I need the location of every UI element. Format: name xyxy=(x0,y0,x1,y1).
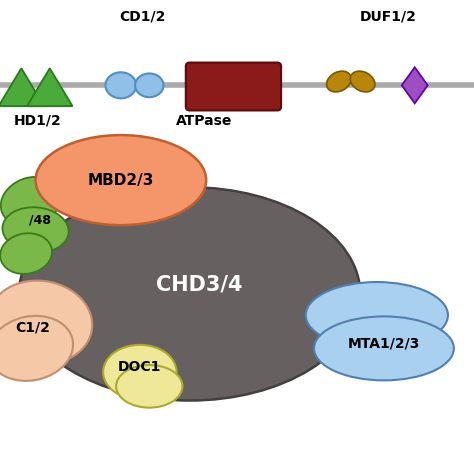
Ellipse shape xyxy=(116,365,182,408)
Ellipse shape xyxy=(306,282,448,348)
Text: CHD3/4: CHD3/4 xyxy=(156,274,242,294)
Ellipse shape xyxy=(0,233,52,274)
Ellipse shape xyxy=(0,316,73,381)
Ellipse shape xyxy=(314,317,454,380)
Polygon shape xyxy=(402,67,428,103)
Ellipse shape xyxy=(36,135,206,225)
Ellipse shape xyxy=(0,281,92,364)
Ellipse shape xyxy=(105,73,137,99)
Ellipse shape xyxy=(1,177,61,226)
Text: /48: /48 xyxy=(29,214,51,227)
Text: DUF1/2: DUF1/2 xyxy=(360,9,417,24)
Polygon shape xyxy=(0,68,44,106)
Polygon shape xyxy=(27,68,73,106)
Text: MTA1/2/3: MTA1/2/3 xyxy=(348,337,420,351)
Text: ATPase: ATPase xyxy=(176,114,232,128)
Ellipse shape xyxy=(2,207,69,253)
FancyBboxPatch shape xyxy=(186,63,281,110)
Ellipse shape xyxy=(19,187,360,401)
Text: C1/2: C1/2 xyxy=(16,320,51,334)
Ellipse shape xyxy=(327,71,351,92)
Text: DOC1: DOC1 xyxy=(118,360,162,374)
Ellipse shape xyxy=(350,71,375,92)
Text: MBD2/3: MBD2/3 xyxy=(88,173,154,188)
Ellipse shape xyxy=(135,73,164,97)
Text: CD1/2: CD1/2 xyxy=(119,9,165,24)
Text: HD1/2: HD1/2 xyxy=(14,114,62,128)
Ellipse shape xyxy=(103,345,176,399)
